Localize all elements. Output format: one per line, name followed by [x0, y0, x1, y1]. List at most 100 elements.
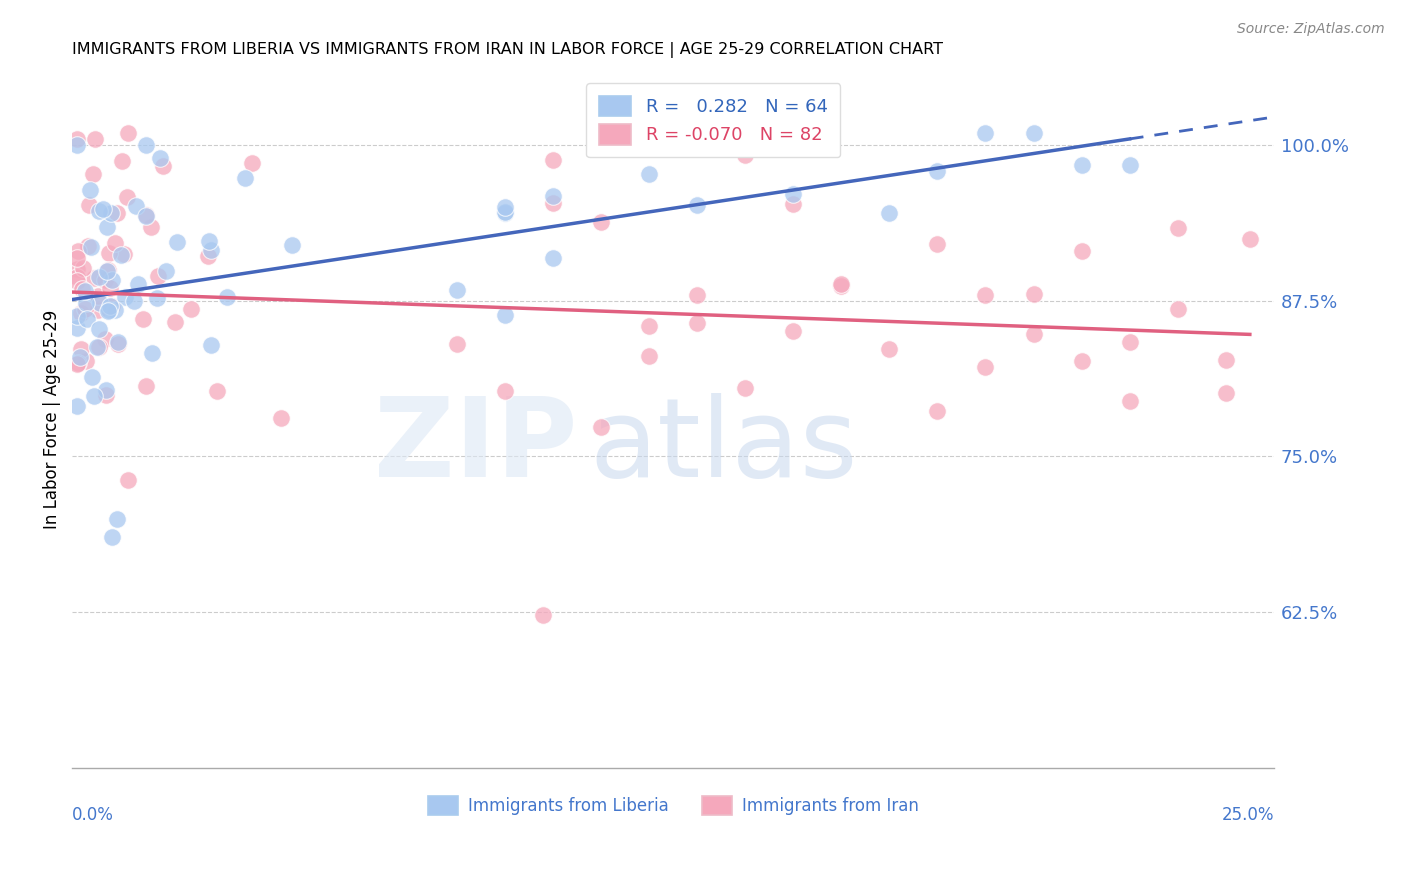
Point: [105, 511, 128, 525]
Point: [281, 237, 304, 252]
Point: [531, 607, 554, 622]
Point: [1118, 158, 1140, 172]
Point: [1070, 354, 1092, 368]
Point: [112, 247, 135, 261]
Point: [734, 381, 756, 395]
Point: [111, 154, 134, 169]
Point: [141, 346, 163, 360]
Point: [105, 205, 128, 219]
Text: Source: ZipAtlas.com: Source: ZipAtlas.com: [1237, 22, 1385, 37]
Point: [1167, 221, 1189, 235]
Point: [165, 315, 187, 329]
Point: [589, 420, 612, 434]
Point: [638, 318, 661, 333]
Point: [66, 309, 89, 323]
Point: [69, 306, 91, 320]
Point: [270, 411, 292, 425]
Point: [686, 288, 709, 302]
Point: [97, 263, 120, 277]
Point: [782, 324, 804, 338]
Point: [83, 270, 105, 285]
Point: [66, 132, 89, 146]
Point: [75, 295, 97, 310]
Point: [494, 384, 516, 398]
Point: [87, 288, 110, 302]
Point: [79, 183, 101, 197]
Point: [84, 132, 107, 146]
Point: [101, 530, 124, 544]
Point: [114, 290, 136, 304]
Point: [879, 342, 901, 356]
Point: [180, 302, 202, 317]
Point: [1215, 353, 1237, 368]
Point: [200, 244, 222, 258]
Point: [686, 317, 709, 331]
Point: [541, 196, 564, 211]
Point: [974, 359, 997, 374]
Point: [974, 287, 997, 301]
Point: [98, 245, 121, 260]
Point: [94, 388, 117, 402]
Point: [87, 303, 110, 318]
Point: [100, 206, 122, 220]
Point: [638, 167, 661, 181]
Text: ZIP: ZIP: [374, 393, 576, 500]
Point: [75, 302, 97, 317]
Point: [1239, 232, 1261, 246]
Point: [104, 302, 127, 317]
Point: [233, 171, 256, 186]
Point: [638, 349, 661, 363]
Point: [205, 384, 228, 398]
Point: [94, 273, 117, 287]
Point: [131, 311, 153, 326]
Point: [80, 370, 103, 384]
Text: IMMIGRANTS FROM LIBERIA VS IMMIGRANTS FROM IRAN IN LABOR FORCE | AGE 25-29 CORRE: IMMIGRANTS FROM LIBERIA VS IMMIGRANTS FR…: [72, 42, 943, 58]
Point: [134, 209, 156, 223]
Point: [87, 269, 110, 284]
Point: [89, 295, 111, 310]
Text: 0.0%: 0.0%: [72, 806, 114, 824]
Point: [198, 234, 221, 248]
Point: [135, 208, 157, 222]
Point: [589, 215, 612, 229]
Point: [66, 357, 89, 371]
Point: [494, 308, 516, 322]
Point: [66, 399, 89, 413]
Point: [91, 202, 114, 216]
Point: [66, 261, 89, 276]
Point: [66, 138, 89, 153]
Point: [541, 153, 564, 168]
Point: [1215, 386, 1237, 401]
Point: [66, 270, 89, 285]
Point: [127, 277, 149, 291]
Point: [83, 389, 105, 403]
Point: [115, 190, 138, 204]
Point: [117, 126, 139, 140]
Point: [155, 264, 177, 278]
Point: [117, 473, 139, 487]
Point: [96, 220, 118, 235]
Point: [87, 340, 110, 354]
Point: [67, 356, 90, 370]
Point: [1167, 302, 1189, 317]
Text: atlas: atlas: [589, 393, 858, 500]
Point: [1070, 158, 1092, 172]
Point: [82, 167, 104, 181]
Point: [77, 239, 100, 253]
Point: [541, 252, 564, 266]
Point: [141, 219, 163, 234]
Point: [135, 138, 157, 153]
Point: [215, 290, 238, 304]
Point: [830, 277, 852, 292]
Point: [94, 383, 117, 397]
Point: [87, 204, 110, 219]
Point: [879, 206, 901, 220]
Point: [98, 299, 121, 313]
Point: [1022, 286, 1045, 301]
Point: [927, 237, 949, 252]
Point: [146, 268, 169, 283]
Point: [80, 239, 103, 253]
Point: [782, 196, 804, 211]
Text: 25.0%: 25.0%: [1222, 806, 1274, 824]
Point: [197, 249, 219, 263]
